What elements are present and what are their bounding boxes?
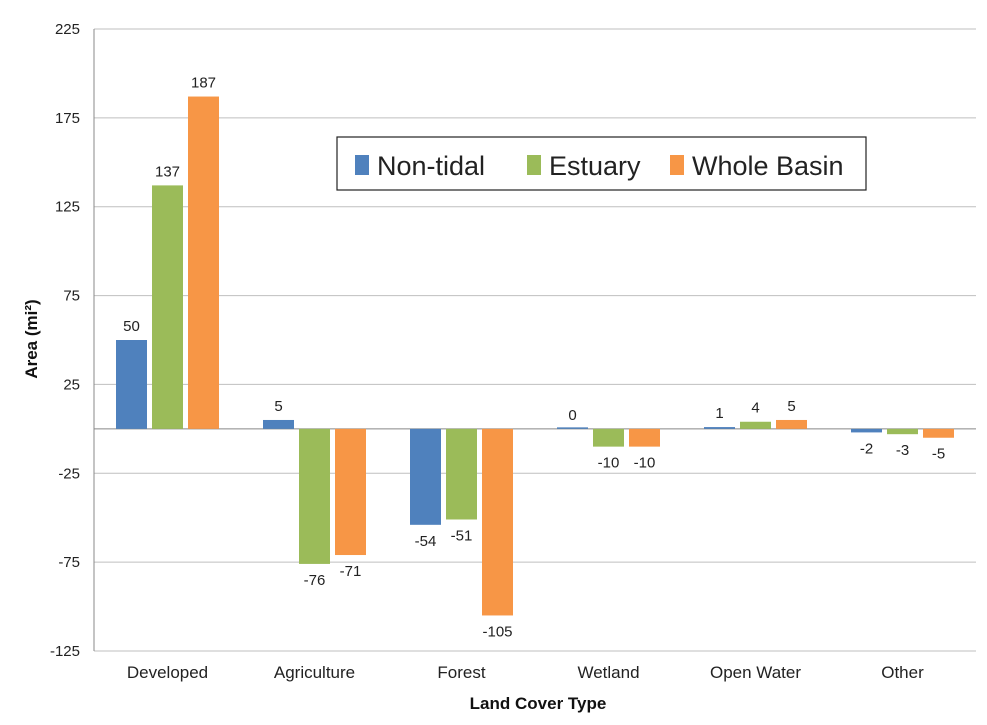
data-label: -3	[896, 442, 909, 459]
legend: Non-tidal Estuary Whole Basin	[336, 136, 867, 191]
x-axis-title: Land Cover Type	[470, 694, 607, 713]
bar	[116, 340, 147, 429]
y-tick-label: 225	[55, 21, 80, 38]
data-label: -71	[340, 563, 362, 580]
bar	[887, 428, 918, 435]
bars	[116, 96, 954, 616]
bar	[629, 428, 660, 447]
bar	[557, 427, 588, 429]
y-tick-label: -25	[58, 465, 80, 482]
x-category-label: Agriculture	[274, 663, 355, 682]
x-category-label: Wetland	[577, 663, 639, 682]
legend-swatch	[527, 155, 541, 175]
bar	[593, 428, 624, 447]
bar	[152, 185, 183, 429]
x-category-label: Forest	[437, 663, 485, 682]
data-label: -10	[634, 455, 656, 472]
bar	[482, 428, 513, 616]
data-label: -105	[482, 623, 512, 640]
data-label: -5	[932, 446, 945, 463]
legend-label: Whole Basin	[692, 151, 844, 181]
data-label: -51	[451, 527, 473, 544]
legend-label: Non-tidal	[377, 151, 485, 181]
x-category-label: Open Water	[710, 663, 801, 682]
legend-box	[336, 136, 867, 191]
y-tick-label: 75	[63, 288, 80, 305]
data-label: 137	[155, 163, 180, 180]
y-tick-label: 175	[55, 110, 80, 127]
data-label: -76	[304, 572, 326, 589]
y-tick-label: -125	[50, 643, 80, 660]
legend-label: Estuary	[549, 151, 641, 181]
data-label: 50	[123, 318, 140, 335]
bar	[410, 428, 441, 525]
data-label: 5	[274, 398, 282, 415]
bar	[923, 428, 954, 438]
data-label: 1	[715, 405, 723, 422]
x-category-label: Other	[881, 663, 924, 682]
bar	[704, 427, 735, 429]
data-label: -2	[860, 440, 873, 457]
y-tick-label: 125	[55, 199, 80, 216]
gridlines	[94, 28, 976, 652]
bar	[446, 428, 477, 520]
y-tick-label: -75	[58, 554, 80, 571]
data-label: -54	[415, 533, 437, 550]
data-label: -10	[598, 455, 620, 472]
bar	[335, 428, 366, 556]
data-label: 4	[751, 400, 759, 417]
legend-swatch	[670, 155, 684, 175]
x-axis-categories: Developed Agriculture Forest Wetland Open Wa…	[127, 663, 924, 682]
bar	[188, 96, 219, 429]
y-tick-label: 25	[63, 376, 80, 393]
bar	[299, 428, 330, 564]
bar	[263, 419, 294, 429]
x-category-label: Developed	[127, 663, 208, 682]
bar	[851, 428, 882, 433]
y-axis-ticks: 225 175 125 75 25 -25 -75 -125	[50, 21, 80, 660]
data-label: 187	[191, 75, 216, 92]
legend-swatch	[355, 155, 369, 175]
y-axis-title: Area (mi²)	[22, 299, 41, 378]
bar	[740, 421, 771, 429]
bar	[776, 419, 807, 429]
data-label: 0	[568, 407, 576, 424]
data-labels: 50 137 187 5 -76 -71 -54 -51 -105 0 -10 -10 1 4 5 -2 -3 -…	[123, 75, 945, 641]
data-label: 5	[787, 398, 795, 415]
